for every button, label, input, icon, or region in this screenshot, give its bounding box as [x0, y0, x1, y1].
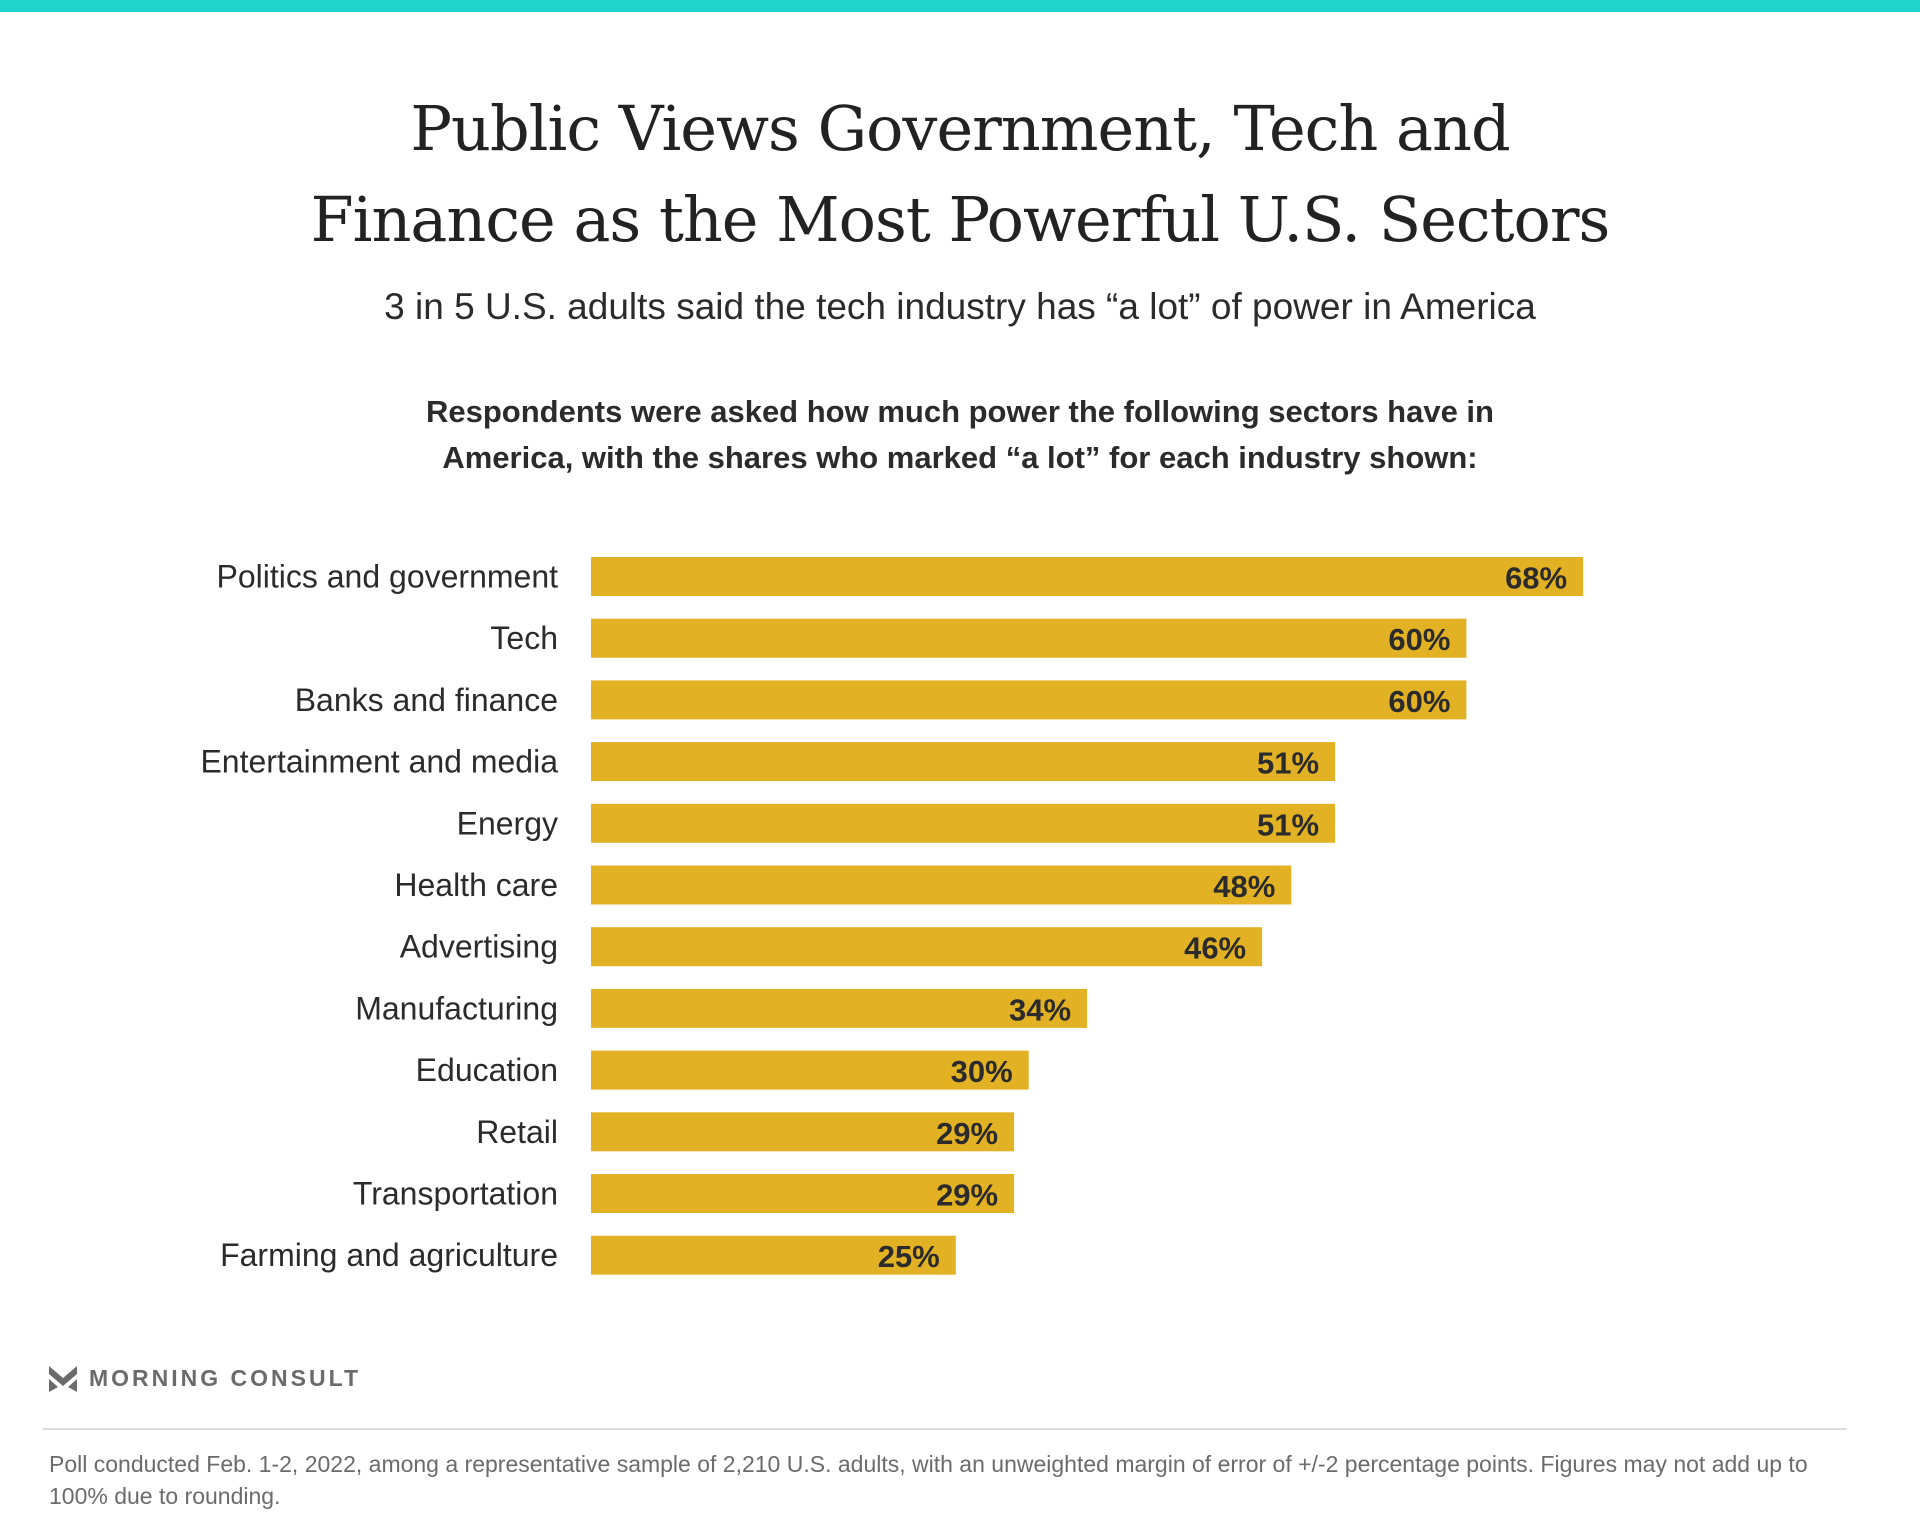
bar-chart: Politics and government 68% Tech 60% Banks a… — [200, 557, 1584, 1275]
footer-divider — [43, 1428, 1847, 1430]
bar — [591, 1050, 1029, 1090]
category-label: Education — [416, 1052, 558, 1088]
data-label: 60% — [1388, 684, 1450, 719]
category-label: Advertising — [400, 929, 558, 965]
bar — [591, 680, 1467, 720]
category-label: Entertainment and media — [200, 744, 558, 780]
chart-subtitle: 3 in 5 U.S. adults said the tech industr… — [384, 286, 1536, 327]
bar — [591, 988, 1088, 1028]
data-label: 34% — [1009, 992, 1071, 1027]
bar — [591, 927, 1263, 967]
data-label: 68% — [1505, 561, 1567, 596]
bar — [591, 803, 1336, 843]
question-line1: Respondents were asked how much power th… — [425, 394, 1494, 429]
bar — [591, 1174, 1015, 1213]
brand-name: MORNING CONSULT — [89, 1365, 362, 1391]
data-label: 25% — [878, 1239, 940, 1274]
data-label: 51% — [1257, 807, 1319, 842]
top-accent-bar — [0, 0, 1920, 12]
category-label: Politics and government — [216, 559, 558, 595]
data-label: 60% — [1388, 622, 1450, 657]
category-label: Retail — [476, 1114, 558, 1150]
category-label: Health care — [394, 867, 558, 903]
data-label: 51% — [1257, 746, 1319, 781]
data-label: 29% — [936, 1116, 998, 1151]
bar — [591, 557, 1584, 596]
bar — [591, 865, 1292, 905]
question-line2: America, with the shares who marked “a l… — [442, 440, 1478, 475]
chart-title-line2: Finance as the Most Powerful U.S. Sector… — [310, 183, 1611, 256]
category-label: Energy — [457, 805, 558, 841]
bar — [591, 618, 1467, 658]
bar — [591, 1112, 1015, 1152]
category-label: Transportation — [353, 1176, 558, 1212]
category-label: Manufacturing — [355, 990, 558, 1026]
category-label: Tech — [490, 620, 558, 656]
chart-title-line1: Public Views Government, Tech and — [410, 92, 1510, 165]
methodology-note: Poll conducted Feb. 1-2, 2022, among a r… — [49, 1451, 1808, 1509]
data-label: 29% — [936, 1178, 998, 1213]
category-label: Banks and finance — [295, 682, 558, 718]
category-label: Farming and agriculture — [220, 1237, 558, 1273]
morning-consult-logo-icon — [49, 1365, 77, 1392]
data-label: 46% — [1184, 931, 1246, 966]
bar — [591, 1235, 956, 1275]
data-label: 30% — [951, 1054, 1013, 1089]
bar — [591, 742, 1336, 782]
brand-logo: MORNING CONSULT — [49, 1365, 361, 1392]
data-label: 48% — [1213, 869, 1275, 904]
